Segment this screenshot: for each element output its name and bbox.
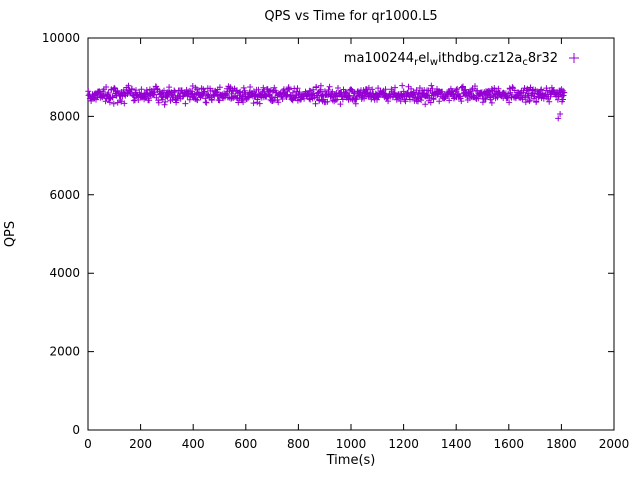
x-tick-label: 200	[129, 437, 152, 451]
legend-marker-plus-icon	[569, 53, 579, 63]
tick-marks	[87, 37, 615, 431]
axes: 0 200 400 600 800 1000 1200 1400 1600 1800 2000 0 20…	[42, 31, 629, 451]
y-tick-label: 8000	[49, 109, 80, 123]
y-tick-label: 0	[72, 423, 80, 437]
x-tick-label: 1200	[388, 437, 419, 451]
x-tick-label: 600	[234, 437, 257, 451]
y-axis-label: QPS	[3, 221, 18, 247]
x-tick-label: 0	[84, 437, 92, 451]
legend-label: ma100244relwithdbg.cz12ac8r32	[344, 51, 558, 68]
y-tick-label: 4000	[49, 266, 80, 280]
legend: ma100244relwithdbg.cz12ac8r32	[344, 51, 579, 68]
x-tick-label: 1800	[546, 437, 577, 451]
x-tick-label: 1400	[441, 437, 472, 451]
series-points	[85, 82, 568, 122]
x-tick-label: 2000	[599, 437, 630, 451]
y-tick-label: 2000	[49, 345, 80, 359]
y-tick-label: 6000	[49, 188, 80, 202]
chart-title: QPS vs Time for qr1000.L5	[264, 9, 437, 24]
x-tick-label: 1000	[336, 437, 367, 451]
x-tick-label: 1600	[494, 437, 525, 451]
x-tick-label: 400	[182, 437, 205, 451]
y-tick-label: 10000	[42, 31, 80, 45]
x-axis-label: Time(s)	[326, 453, 376, 468]
scatter-points	[85, 82, 568, 122]
x-tick-label: 800	[287, 437, 310, 451]
